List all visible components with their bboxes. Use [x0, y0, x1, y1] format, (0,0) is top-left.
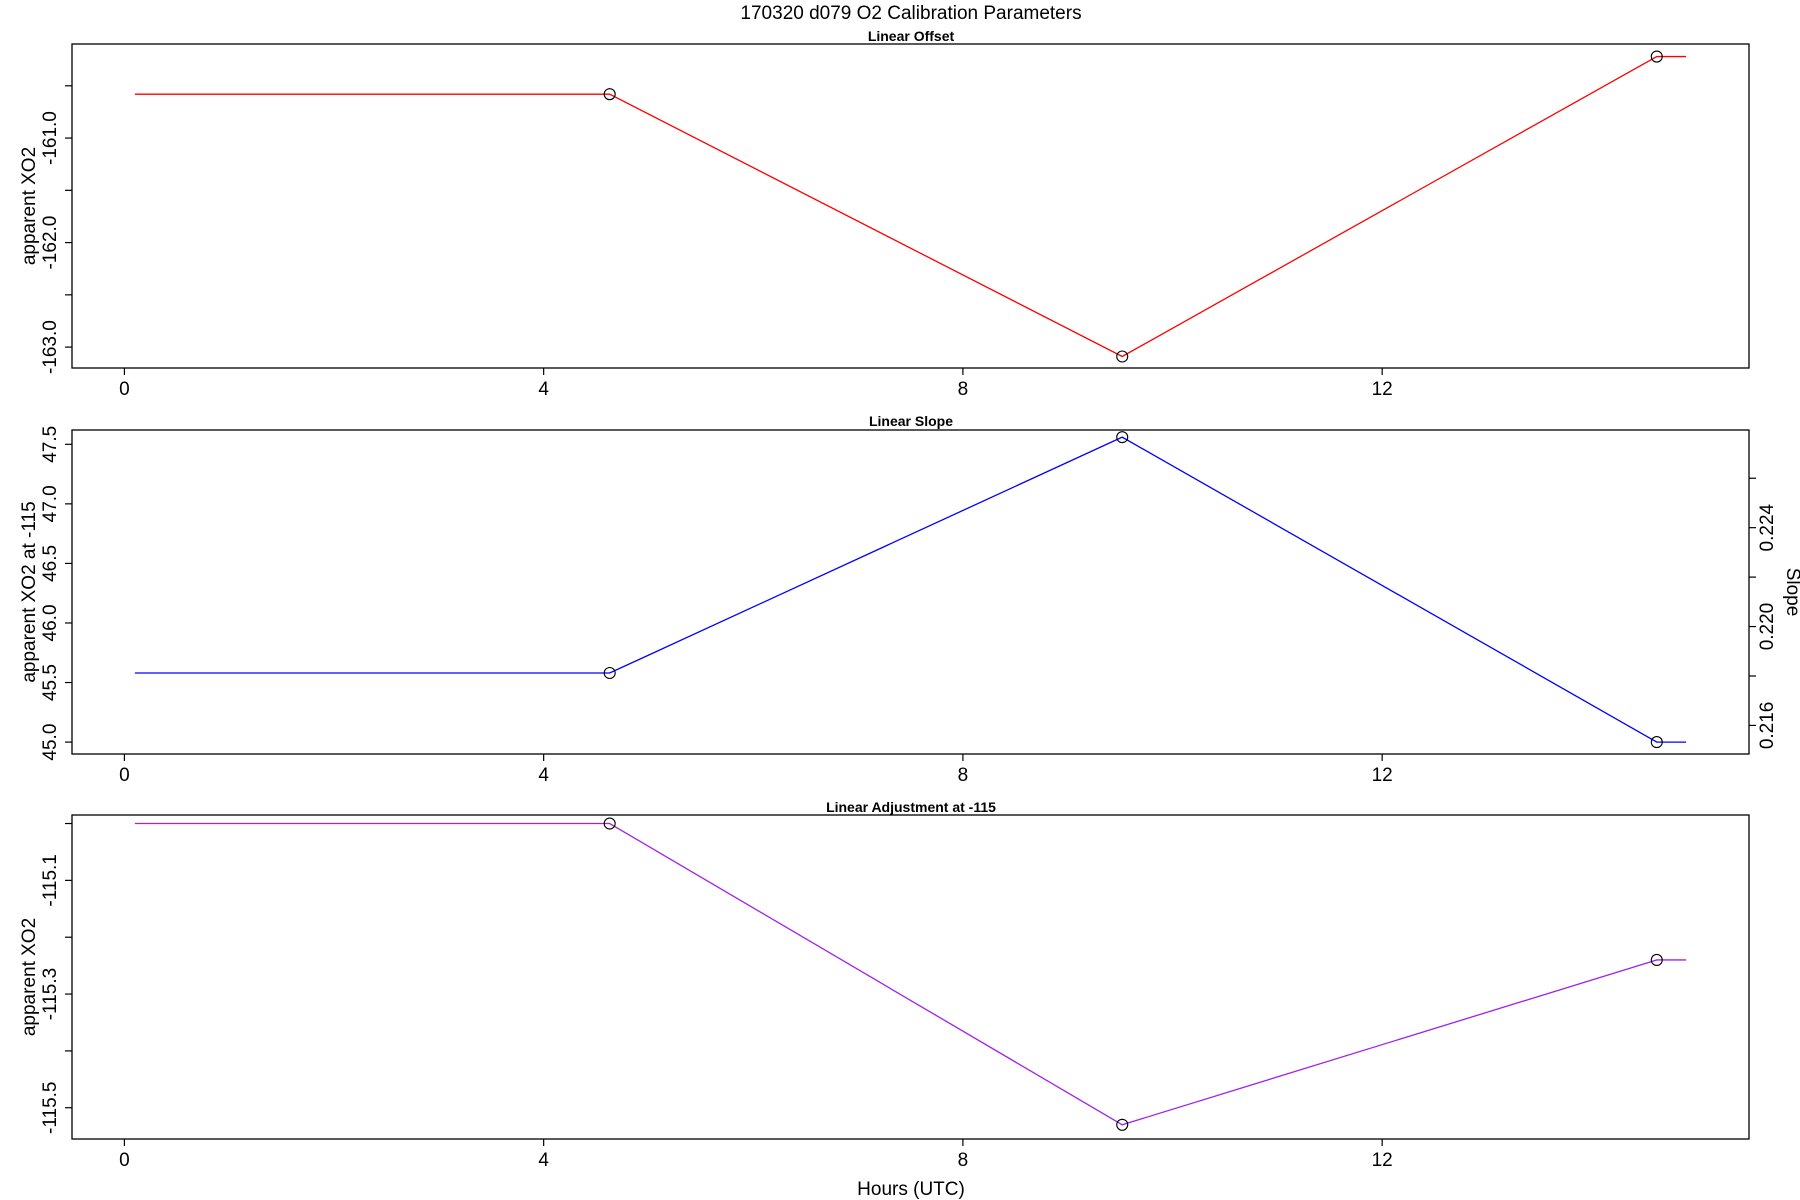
data-point	[603, 817, 616, 830]
y-axis: -115.5 -115.3 -115.1	[40, 822, 72, 1134]
y-axis: 45.0 45.5 46.0 46.5 47.0 47.5	[40, 426, 72, 761]
y-tick-label: -115.5	[40, 1082, 61, 1134]
plot-frame	[71, 43, 1750, 369]
x-tick-label: 12	[1372, 379, 1393, 400]
y2-tick-label: 0.216	[1757, 702, 1778, 750]
panel-linear-slope: Linear Slope 0 4 8 12 45.045.546.046.547.04…	[19, 413, 1800, 786]
y-tick-label: 45.5	[40, 664, 61, 701]
y-axis: -163.0 -162.0 -161.0	[40, 85, 72, 374]
series-line	[134, 55, 1687, 358]
x-tick-label: 8	[958, 379, 969, 400]
panel-title: Linear Slope	[869, 413, 953, 429]
secondary-y-axis-label: Slope	[1782, 568, 1800, 617]
data-point	[1650, 953, 1663, 966]
plot-frame	[71, 814, 1750, 1140]
secondary-y-axis: 0.216 0.220 0.224	[1749, 477, 1778, 750]
y-tick-label: 46.5	[40, 545, 61, 582]
x-axis: 0 4 8 12	[119, 368, 1393, 400]
data-point	[1650, 50, 1663, 63]
x-tick-label: 0	[119, 1150, 130, 1171]
y-tick-label: -115.1	[40, 854, 61, 906]
x-tick-label: 0	[119, 765, 130, 786]
y2-tick-label: 0.220	[1757, 603, 1778, 651]
x-tick-label: 0	[119, 379, 130, 400]
y-tick-label: -161.0	[40, 111, 61, 165]
panel-linear-adjustment: Linear Adjustment at -115 0 4 8 12 -115.5-1…	[19, 799, 1750, 1200]
y-tick-label: 45.0	[40, 724, 61, 761]
y-tick-label: -115.3	[40, 968, 61, 1020]
series-layer	[134, 431, 1687, 749]
y-tick-label: -163.0	[40, 320, 61, 374]
y-axis-label: apparent XO2	[19, 918, 40, 1036]
data-point	[1116, 1118, 1129, 1131]
x-tick-label: 8	[958, 765, 969, 786]
data-point	[1116, 431, 1129, 444]
x-tick-label: 4	[538, 379, 549, 400]
series-layer	[134, 50, 1687, 363]
data-point	[1116, 350, 1129, 363]
y-tick-label: 46.0	[40, 604, 61, 641]
y-axis-label: apparent XO2 at -115	[19, 501, 40, 682]
panel-linear-offset: Linear Offset 0 4 8 12 -163.0 -162.0 -161.0 a…	[19, 28, 1750, 400]
series-line	[134, 436, 1687, 743]
plot-frame	[71, 429, 1750, 755]
x-axis: 0 4 8 12	[119, 1139, 1393, 1171]
y-axis-label: apparent XO2	[19, 147, 40, 265]
x-tick-label: 4	[538, 1150, 549, 1171]
x-tick-label: 8	[958, 1150, 969, 1171]
x-tick-label: 12	[1372, 765, 1393, 786]
data-point	[1650, 736, 1663, 749]
figure-title: 170320 d079 O2 Calibration Parameters	[740, 3, 1081, 24]
data-point	[603, 88, 616, 101]
x-axis: 0 4 8 12	[119, 754, 1393, 786]
series-layer	[134, 817, 1687, 1131]
x-tick-label: 4	[538, 765, 549, 786]
y-tick-label: 47.5	[40, 426, 61, 463]
x-tick-label: 12	[1372, 1150, 1393, 1171]
panel-title: Linear Adjustment at -115	[826, 799, 996, 815]
data-point	[603, 666, 616, 680]
panel-title: Linear Offset	[868, 28, 955, 44]
series-line	[134, 822, 1687, 1126]
y-tick-label: 47.0	[40, 485, 61, 522]
y-tick-label: -162.0	[40, 216, 61, 270]
x-axis-label: Hours (UTC)	[857, 1179, 965, 1200]
y2-tick-label: 0.224	[1757, 503, 1778, 551]
